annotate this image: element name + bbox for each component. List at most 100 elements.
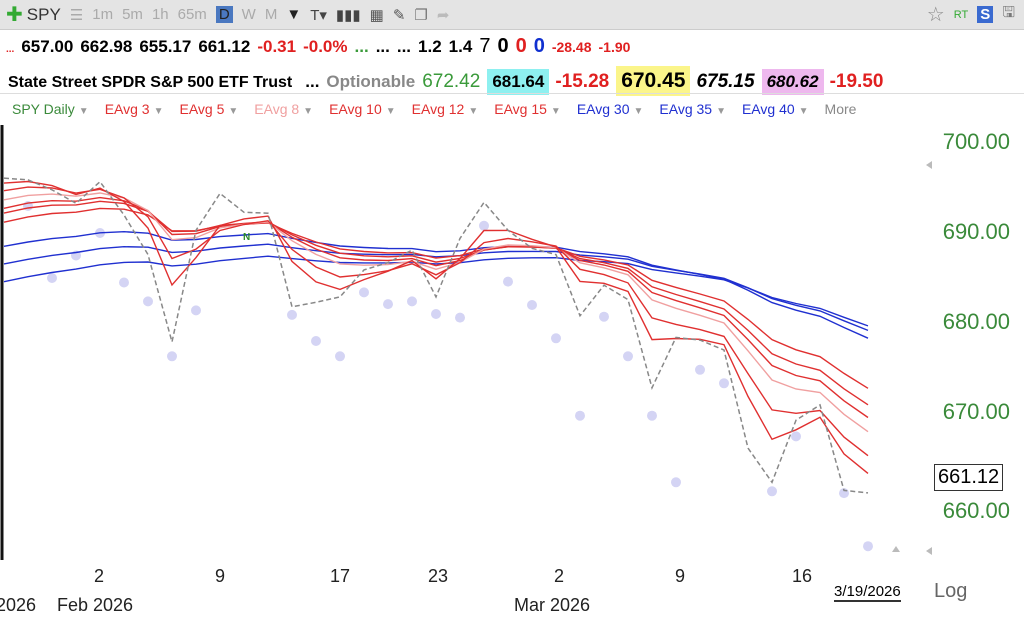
interval-weekly[interactable]: W — [241, 6, 256, 23]
bars-icon[interactable]: ▮▮▮ — [335, 6, 361, 24]
legend-item[interactable]: EAvg 8 ▼ — [254, 101, 321, 117]
legend-item[interactable]: EAvg 40 ▼ — [742, 101, 817, 117]
legend-item[interactable]: EAvg 30 ▼ — [577, 101, 652, 117]
close-price-line — [3, 177, 869, 494]
symbol-field[interactable]: SPY — [26, 4, 61, 24]
y-tick-670: 670.00 — [942, 399, 1010, 424]
legend-label: EAvg 5 — [179, 101, 225, 117]
dropdown-arrow-icon[interactable]: ▼ — [550, 106, 561, 117]
low-dot — [407, 296, 417, 307]
low-dot — [167, 351, 177, 362]
low-dot — [551, 333, 561, 344]
dropdown-arrow-icon[interactable]: ▼ — [228, 106, 239, 117]
low-dot — [647, 410, 657, 421]
legend-label: EAvg 40 — [741, 101, 795, 117]
y-tick-700: 700.00 — [942, 129, 1010, 154]
diff-1: -28.48 — [551, 39, 592, 55]
low-dot — [719, 378, 729, 389]
dropdown-arrow-icon[interactable]: ▼ — [78, 106, 89, 117]
interval-1h[interactable]: 1h — [151, 6, 169, 23]
value-5: 675.15 — [696, 71, 755, 92]
low-dot — [455, 312, 465, 323]
low-dot — [599, 311, 609, 322]
dropdown-arrow-icon[interactable]: ▼ — [798, 106, 809, 117]
value-yellow: 670.45 — [616, 66, 691, 96]
toolbar: ✚ SPY ☰ 1m 5m 1h 65m D W M ▼ T▾ ▮▮▮ ▦ ✎ … — [0, 0, 1024, 30]
legend-item[interactable]: EAvg 10 ▼ — [329, 101, 404, 117]
value-2: 1.4 — [448, 37, 473, 56]
last-price-label: 661.12 — [934, 464, 1004, 491]
dropdown-arrow-icon[interactable]: ▼ — [385, 106, 396, 117]
list-icon[interactable]: ☰ — [69, 6, 84, 24]
legend-label: More — [824, 101, 857, 117]
interval-65m[interactable]: 65m — [177, 6, 207, 23]
low-dot — [623, 351, 633, 362]
ema-8-line — [3, 192, 869, 433]
legend-item[interactable]: EAvg 5 ▼ — [179, 101, 246, 117]
legend-item[interactable]: More — [825, 101, 861, 117]
s-button[interactable]: S — [977, 6, 994, 23]
low-dot — [479, 220, 489, 231]
ema-15-line — [3, 207, 869, 389]
x-tick: 2 — [94, 566, 105, 586]
pencil-icon[interactable]: ✎ — [392, 6, 406, 24]
low-dot — [695, 364, 705, 375]
save-icon[interactable]: 🖫 — [1002, 4, 1015, 21]
rt-button[interactable]: RT — [953, 8, 969, 21]
value-7: -19.50 — [829, 71, 884, 92]
security-name: State Street SPDR S&P 500 ETF Trust — [8, 74, 293, 91]
interval-monthly[interactable]: M — [264, 6, 278, 23]
pages-icon[interactable]: ❐ — [414, 6, 428, 24]
legend-item[interactable]: EAvg 3 ▼ — [105, 101, 172, 117]
dots-green: ... — [354, 37, 369, 56]
low-dot — [575, 410, 585, 421]
text-icon[interactable]: T▾ — [310, 6, 327, 24]
count-4: 0 — [533, 35, 545, 57]
interval-5m[interactable]: 5m — [122, 6, 143, 23]
add-icon[interactable]: ✚ — [6, 4, 23, 26]
legend-label: SPY Daily — [12, 101, 75, 117]
month-label: 2026 — [0, 595, 37, 615]
star-icon[interactable]: ☆ — [926, 4, 945, 26]
dropdown-arrow-icon[interactable]: ▼ — [303, 106, 314, 117]
month-label: Mar 2026 — [514, 595, 591, 615]
dropdown-arrow-icon[interactable]: ▼ — [716, 106, 726, 117]
low-dot — [671, 477, 681, 488]
share-icon[interactable]: ➦ — [436, 6, 450, 24]
log-toggle[interactable]: Log — [934, 580, 968, 602]
legend-item[interactable]: EAvg 35 ▼ — [659, 101, 734, 117]
legend-item[interactable]: SPY Daily ▼ — [12, 101, 97, 117]
low-dot — [359, 287, 369, 298]
count-2: 0 — [497, 35, 509, 57]
legend-item[interactable]: EAvg 15 ▼ — [494, 101, 569, 117]
current-date[interactable]: 3/19/2026 — [834, 583, 901, 602]
dropdown-arrow-icon[interactable]: ▼ — [153, 106, 164, 117]
legend-label: EAvg 10 — [329, 101, 382, 117]
dots-1: ... — [375, 37, 390, 56]
dots-2: ... — [396, 37, 412, 56]
dropdown-icon[interactable]: ▼ — [286, 6, 302, 23]
legend-label: EAvg 30 — [576, 101, 630, 117]
legend-label: EAvg 3 — [104, 101, 150, 117]
low-dot — [527, 300, 537, 310]
interval-daily[interactable]: D — [215, 6, 233, 23]
interval-1m[interactable]: 1m — [92, 6, 114, 23]
dots: ... — [6, 44, 15, 55]
diff-2: -1.90 — [598, 39, 631, 55]
x-tick: 16 — [792, 566, 813, 586]
quote-row: ... 657.00 662.98 655.17 661.12 -0.31 -0… — [0, 35, 637, 58]
low-dot — [767, 486, 777, 497]
dropdown-arrow-icon[interactable]: ▼ — [633, 106, 644, 117]
dropdown-arrow-icon[interactable]: ▼ — [468, 106, 479, 117]
low-dot — [503, 276, 513, 287]
value-3: -15.28 — [555, 71, 610, 92]
legend-item[interactable]: EAvg 12 ▼ — [412, 101, 487, 117]
low-dot — [119, 277, 129, 288]
calendar-icon[interactable]: ▦ — [369, 6, 384, 24]
open-price: 657.00 — [21, 37, 74, 56]
change-pct: -0.0% — [303, 37, 348, 56]
low-dot — [191, 305, 201, 316]
low-dot — [383, 299, 393, 310]
ema-35-line — [3, 243, 869, 332]
